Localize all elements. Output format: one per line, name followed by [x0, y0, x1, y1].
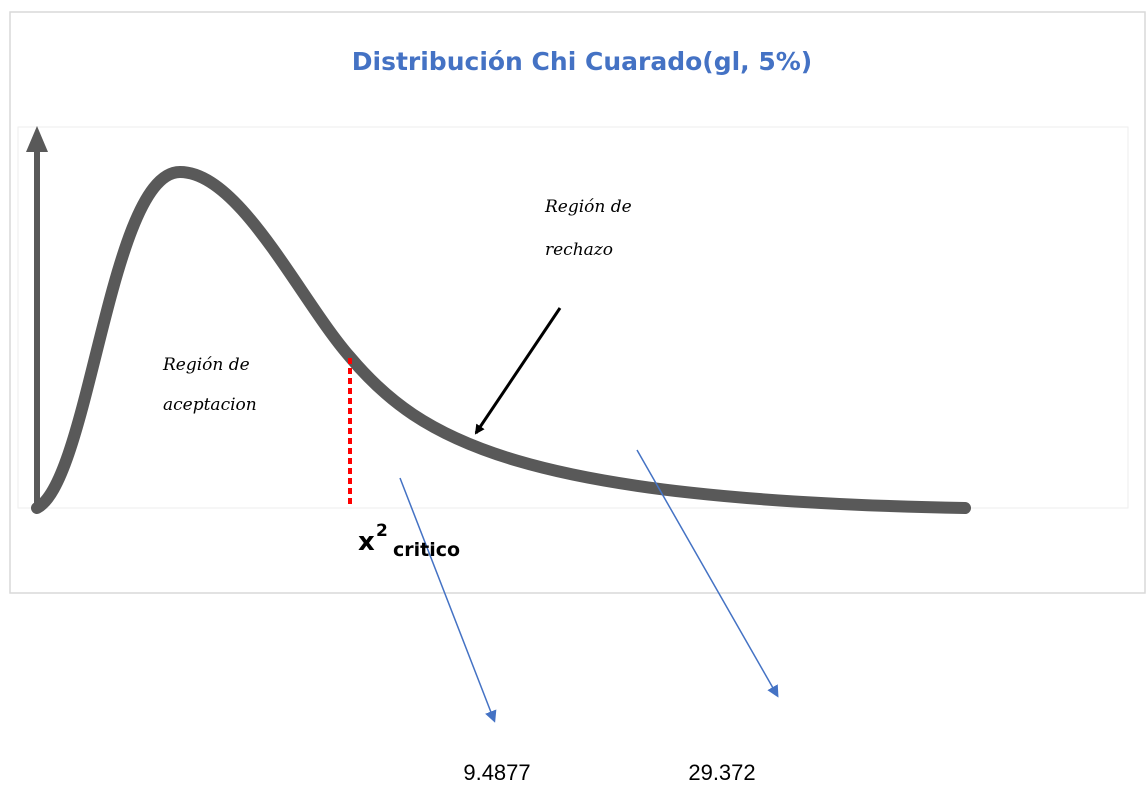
- region-label: Región de: [544, 197, 632, 217]
- axis-arrowhead: [26, 126, 48, 152]
- value-arrow: [399, 477, 497, 723]
- plot-area: [17, 126, 1129, 509]
- value-label: 29.372: [688, 760, 755, 785]
- rejection-arrow: [474, 307, 562, 435]
- title: Distribución Chi Cuarado(gl, 5%): [352, 47, 812, 76]
- region-label: Región de: [162, 355, 250, 375]
- critical-superscript: 2: [376, 521, 388, 541]
- frame: [9, 11, 1146, 594]
- region-label: aceptacion: [163, 395, 257, 415]
- value-label: 9.4877: [463, 760, 530, 785]
- value-arrow: [636, 449, 779, 698]
- region-label: rechazo: [545, 240, 613, 260]
- critical-symbol: x: [358, 527, 375, 557]
- critical-text: critico: [393, 539, 460, 561]
- distribution-curve: [31, 165, 971, 514]
